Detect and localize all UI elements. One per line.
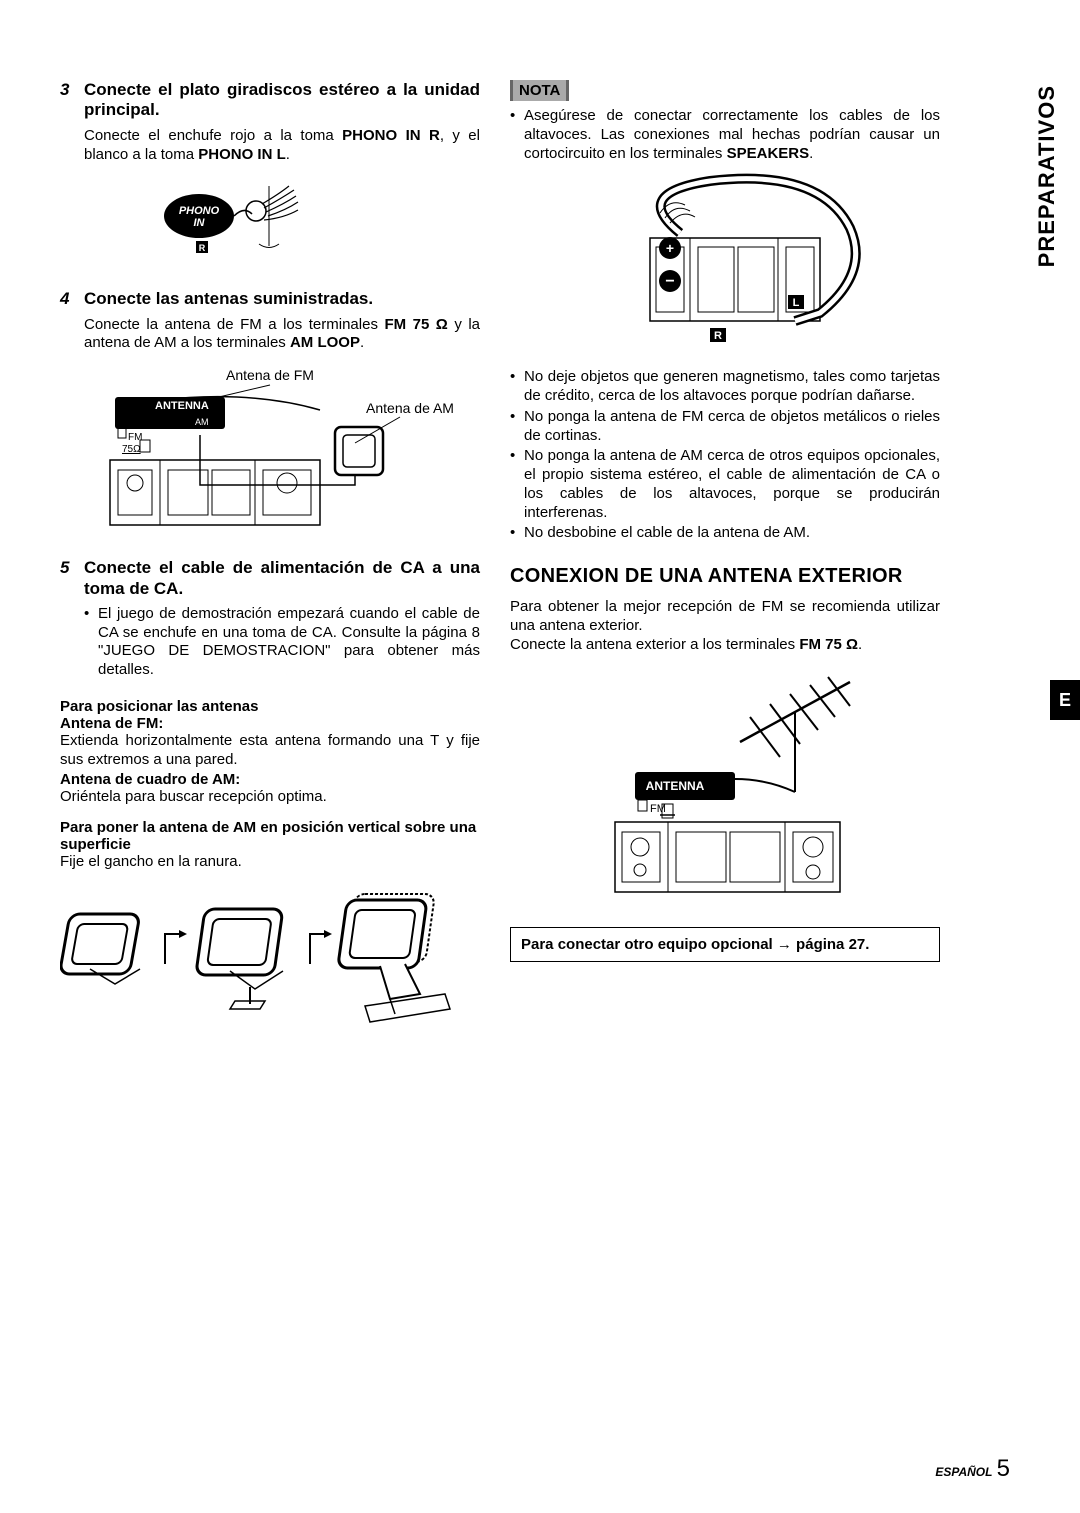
- phono-in-l: PHONO IN L: [198, 146, 286, 163]
- step5-bullets: El juego de demostración empezará cuando…: [84, 605, 480, 680]
- svg-text:FM: FM: [650, 803, 666, 815]
- vert-para: Fije el gancho en la ranura.: [60, 853, 480, 872]
- pos-heading: Para posicionar las antenas: [60, 698, 480, 715]
- svg-text:Antena de AM: Antena de AM: [366, 400, 454, 416]
- svg-text:IN: IN: [194, 217, 206, 229]
- svg-text:R: R: [199, 243, 206, 253]
- nota-list-2: No deje objetos que generen magnetismo, …: [510, 368, 940, 543]
- svg-text:+: +: [666, 240, 674, 256]
- svg-text:L: L: [793, 297, 800, 309]
- step3-number: 3: [60, 80, 76, 121]
- step4-title: Conecte las antenas suministradas.: [84, 289, 373, 309]
- svg-text:ANTENNA: ANTENNA: [646, 779, 705, 793]
- vert-heading: Para poner la antena de AM en posición v…: [60, 819, 480, 853]
- left-column: 3 Conecte el plato giradiscos estéreo a …: [60, 80, 480, 1047]
- am-heading: Antena de cuadro de AM:: [60, 771, 480, 788]
- page-footer: ESPAÑOL 5: [935, 1455, 1010, 1483]
- reference-box: Para conectar otro equipo opcional → pág…: [510, 927, 940, 962]
- step5-bullet: El juego de demostración empezará cuando…: [84, 605, 480, 680]
- nota-bullet-3: No ponga la antena de FM cerca de objeto…: [510, 408, 940, 446]
- step5-title: Conecte el cable de alimentación de CA a…: [84, 558, 480, 599]
- fm-para: Extienda horizontalmente esta antena for…: [60, 732, 480, 770]
- ref-pre: Para conectar otro equipo opcional: [521, 936, 777, 953]
- am-para: Oriéntela para buscar recepción optima.: [60, 788, 480, 807]
- exterior-p2: Conecte la antena exterior a los termina…: [510, 636, 940, 655]
- phono-diagram: R PHONO IN: [84, 176, 480, 271]
- nota-bullet-2: No deje objetos que generen magnetismo, …: [510, 368, 940, 406]
- p2-fm75: FM 75 Ω: [799, 636, 858, 653]
- phono-in-r: PHONO IN R: [342, 127, 440, 144]
- fm75-label: FM 75 Ω: [384, 316, 447, 333]
- svg-text:−: −: [665, 273, 674, 290]
- footer-page-number: 5: [997, 1455, 1010, 1482]
- exterior-antenna-diagram: ANTENNA FM: [510, 672, 940, 907]
- step4-post: .: [360, 334, 364, 351]
- step3-pre: Conecte el enchufe rojo a la toma: [84, 127, 342, 144]
- p2-post: .: [858, 636, 862, 653]
- language-tab: E: [1050, 680, 1080, 720]
- nota-list-1: Asegúrese de conectar correctamente los …: [510, 107, 940, 163]
- svg-text:PHONO: PHONO: [179, 205, 220, 217]
- side-tab: PREPARATIVOS: [1034, 85, 1060, 267]
- step3-title: Conecte el plato giradiscos estéreo a la…: [84, 80, 480, 121]
- step-4: 4 Conecte las antenas suministradas. Con…: [60, 289, 480, 540]
- svg-text:Antena de FM: Antena de FM: [226, 367, 314, 383]
- nota-bullet-1: Asegúrese de conectar correctamente los …: [510, 107, 940, 163]
- svg-text:AM: AM: [195, 417, 209, 427]
- exterior-p1: Para obtener la mejor recepción de FM se…: [510, 598, 940, 636]
- step4-body: Conecte la antena de FM a los terminales…: [84, 316, 480, 354]
- nota1-post: .: [809, 145, 813, 162]
- step5-number: 5: [60, 558, 76, 599]
- speakers-label: SPEAKERS: [727, 145, 810, 162]
- antenna-diagram: Antena de FM Antena de AM ANTENNA AM FM …: [100, 365, 480, 540]
- speaker-diagram: + − R L: [510, 173, 940, 358]
- step3-body: Conecte el enchufe rojo a la toma PHONO …: [84, 127, 480, 165]
- step4-pre: Conecte la antena de FM a los terminales: [84, 316, 384, 333]
- step4-number: 4: [60, 289, 76, 309]
- step-3: 3 Conecte el plato giradiscos estéreo a …: [60, 80, 480, 271]
- page-columns: 3 Conecte el plato giradiscos estéreo a …: [60, 80, 1020, 1047]
- am-loop-positions-diagram: [60, 884, 480, 1029]
- step-5: 5 Conecte el cable de alimentación de CA…: [60, 558, 480, 680]
- nota-label: NOTA: [510, 80, 569, 101]
- svg-text:75Ω: 75Ω: [122, 444, 141, 455]
- fm-heading: Antena de FM:: [60, 715, 480, 732]
- arrow-icon: →: [777, 936, 792, 953]
- nota-bullet-4: No ponga la antena de AM cerca de otros …: [510, 447, 940, 522]
- svg-text:ANTENNA: ANTENNA: [155, 400, 209, 412]
- p2-pre: Conecte la antena exterior a los termina…: [510, 636, 799, 653]
- nota-bullet-5: No desbobine el cable de la antena de AM…: [510, 524, 940, 543]
- footer-language: ESPAÑOL: [935, 1465, 992, 1479]
- amloop-label: AM LOOP: [290, 334, 360, 351]
- exterior-antenna-heading: CONEXION DE UNA ANTENA EXTERIOR: [510, 565, 940, 588]
- right-column: NOTA Asegúrese de conectar correctamente…: [510, 80, 940, 1047]
- step3-post: .: [286, 146, 290, 163]
- ref-post: página 27.: [792, 936, 870, 953]
- svg-text:R: R: [714, 330, 722, 342]
- positioning-block: Para posicionar las antenas Antena de FM…: [60, 698, 480, 1029]
